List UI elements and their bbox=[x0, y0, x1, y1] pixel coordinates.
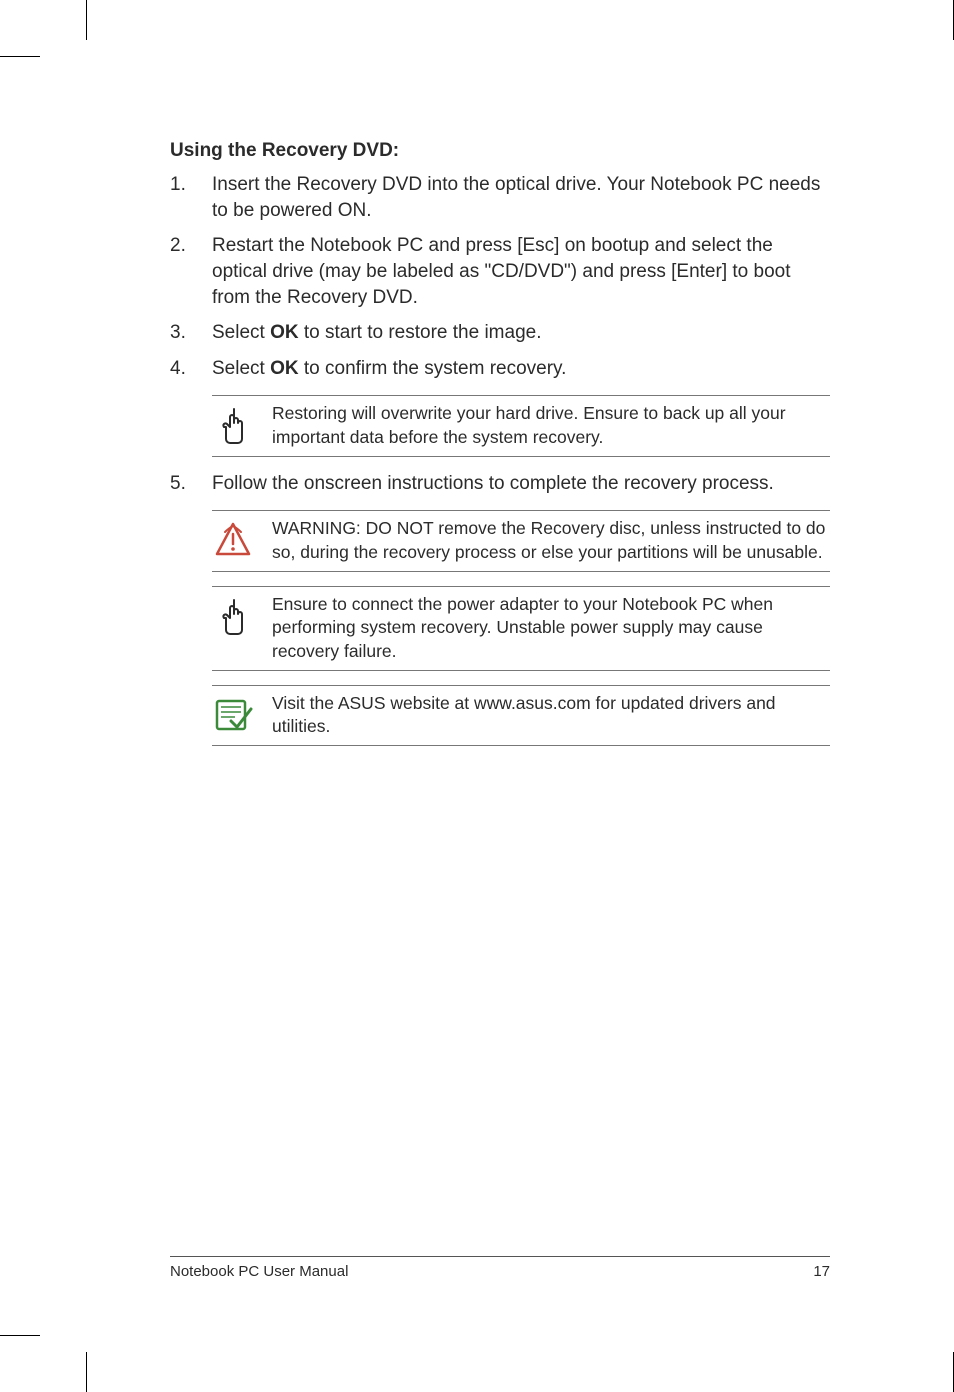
step-1: Insert the Recovery DVD into the optical… bbox=[170, 172, 830, 223]
step-text: Restart the Notebook PC and press [Esc] … bbox=[212, 235, 790, 307]
section-heading: Using the Recovery DVD: bbox=[170, 140, 830, 162]
note-text: Ensure to connect the power adapter to y… bbox=[272, 593, 830, 664]
page-footer: Notebook PC User Manual 17 bbox=[170, 1256, 830, 1280]
note-rule bbox=[212, 510, 830, 511]
note-rule bbox=[212, 586, 830, 587]
note-backup: Restoring will overwrite your hard drive… bbox=[212, 395, 830, 456]
crop-mark bbox=[0, 56, 40, 57]
step-text: Insert the Recovery DVD into the optical… bbox=[212, 174, 820, 221]
warning-icon bbox=[212, 519, 254, 561]
hand-icon bbox=[212, 404, 254, 446]
step-text-post: to confirm the system recovery. bbox=[299, 358, 567, 379]
note-warning: WARNING: DO NOT remove the Recovery disc… bbox=[212, 510, 830, 571]
note-website: Visit the ASUS website at www.asus.com f… bbox=[212, 685, 830, 746]
note-rule bbox=[212, 456, 830, 457]
note-text: Restoring will overwrite your hard drive… bbox=[272, 402, 830, 449]
note-power: Ensure to connect the power adapter to y… bbox=[212, 586, 830, 671]
note-rule bbox=[212, 670, 830, 671]
step-text: Follow the onscreen instructions to comp… bbox=[212, 473, 774, 494]
note-text: WARNING: DO NOT remove the Recovery disc… bbox=[272, 517, 830, 564]
hand-icon bbox=[212, 595, 254, 637]
note-rule bbox=[212, 395, 830, 396]
note-rule bbox=[212, 685, 830, 686]
note-text: Visit the ASUS website at www.asus.com f… bbox=[272, 692, 830, 739]
crop-mark bbox=[86, 0, 87, 40]
step-text-pre: Select bbox=[212, 322, 270, 343]
step-5: Follow the onscreen instructions to comp… bbox=[170, 471, 830, 497]
step-2: Restart the Notebook PC and press [Esc] … bbox=[170, 233, 830, 310]
note-rule bbox=[212, 571, 830, 572]
note-rule bbox=[212, 745, 830, 746]
step-4: Select OK to confirm the system recovery… bbox=[170, 356, 830, 382]
step-3: Select OK to start to restore the image. bbox=[170, 320, 830, 346]
step-text-bold: OK bbox=[270, 322, 299, 343]
footer-page-number: 17 bbox=[813, 1263, 830, 1280]
crop-mark bbox=[86, 1352, 87, 1392]
steps-list-cont: Follow the onscreen instructions to comp… bbox=[170, 471, 830, 497]
note-check-icon bbox=[212, 694, 254, 736]
step-text-bold: OK bbox=[270, 358, 299, 379]
page-content: Using the Recovery DVD: Insert the Recov… bbox=[170, 140, 830, 760]
step-text-post: to start to restore the image. bbox=[299, 322, 542, 343]
footer-title: Notebook PC User Manual bbox=[170, 1263, 348, 1280]
crop-mark bbox=[0, 1335, 40, 1336]
step-text-pre: Select bbox=[212, 358, 270, 379]
steps-list: Insert the Recovery DVD into the optical… bbox=[170, 172, 830, 381]
